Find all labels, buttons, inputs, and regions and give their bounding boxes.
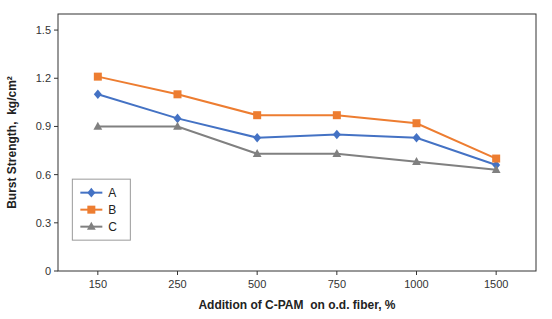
- legend-label: C: [108, 220, 117, 234]
- y-tick-label: 1.5: [36, 24, 51, 36]
- x-tick: [416, 271, 417, 275]
- series-line: [98, 77, 496, 159]
- y-tick: [54, 222, 58, 223]
- legend-marker: [87, 222, 96, 230]
- y-tick-label: 0.3: [36, 217, 51, 229]
- y-tick: [54, 271, 58, 272]
- x-tick: [496, 271, 497, 275]
- data-point: [492, 165, 501, 173]
- y-tick-label: 1.2: [36, 72, 51, 84]
- x-tick-label: 1000: [404, 278, 428, 290]
- plot-area: [93, 73, 500, 173]
- y-tick: [54, 174, 58, 175]
- data-point: [492, 155, 500, 163]
- chart: 0 0.3 0.6 0.9 1.2 1.5 150 250 500 750 1000 1500 Addi…: [0, 0, 552, 319]
- x-tick: [257, 271, 258, 275]
- data-point: [173, 122, 182, 130]
- y-tick: [54, 30, 58, 31]
- data-point: [413, 119, 421, 127]
- data-point: [413, 133, 421, 143]
- data-point: [333, 130, 341, 140]
- y-tick: [54, 126, 58, 127]
- x-tick-label: 500: [248, 278, 266, 290]
- x-tick: [97, 271, 98, 275]
- y-tick-label: 0: [45, 265, 51, 277]
- data-point: [93, 122, 102, 130]
- legend-marker: [87, 188, 95, 198]
- plot-frame: [58, 14, 536, 271]
- legend-label: B: [108, 203, 116, 217]
- data-point: [253, 149, 262, 157]
- y-tick: [54, 78, 58, 79]
- x-tick: [336, 271, 337, 275]
- x-axis-label: Addition of C-PAM on o.d. fiber, %: [198, 298, 395, 312]
- x-tick-label: 1500: [484, 278, 508, 290]
- data-point: [94, 73, 102, 81]
- x-tick-label: 250: [168, 278, 186, 290]
- data-point: [333, 111, 341, 119]
- data-point: [412, 157, 421, 165]
- data-point: [332, 149, 341, 157]
- legend-box: [72, 179, 130, 240]
- data-point: [174, 90, 182, 98]
- x-tick-label: 150: [89, 278, 107, 290]
- data-point: [94, 90, 102, 100]
- legend: ABC: [72, 179, 130, 240]
- y-tick-label: 0.6: [36, 169, 51, 181]
- legend-marker: [87, 206, 95, 214]
- data-point: [253, 133, 261, 143]
- data-point: [253, 111, 261, 119]
- x-tick-label: 750: [328, 278, 346, 290]
- y-tick-label: 0.9: [36, 120, 51, 132]
- series-line: [98, 126, 496, 169]
- legend-label: A: [108, 186, 116, 200]
- x-tick: [177, 271, 178, 275]
- y-axis-label: Burst Strength, kg/cm²: [5, 76, 19, 209]
